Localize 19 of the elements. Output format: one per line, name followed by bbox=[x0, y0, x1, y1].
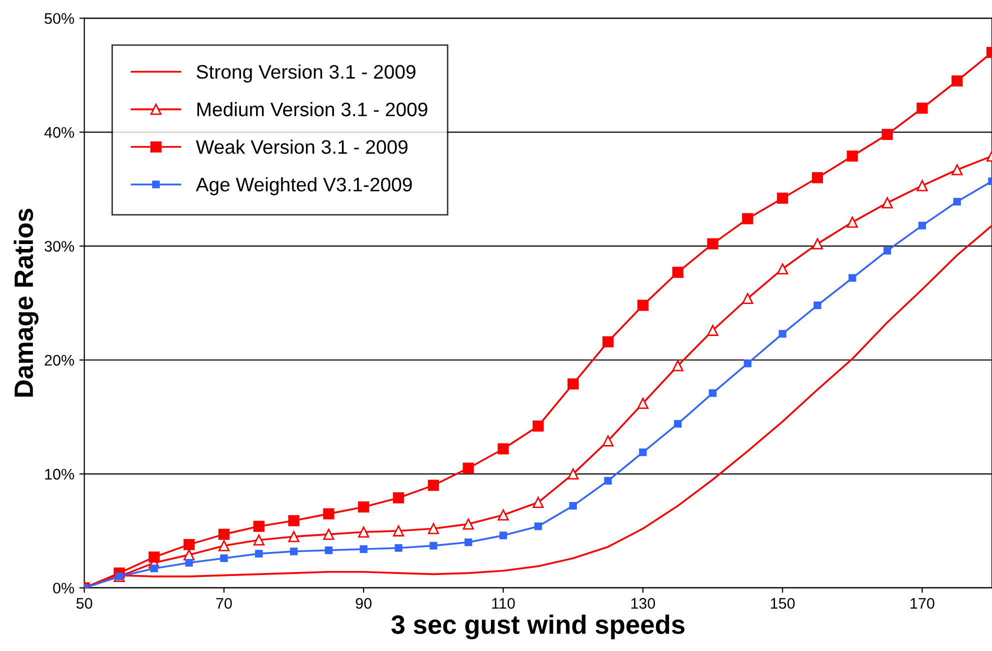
x-axis-title: 3 sec gust wind speeds bbox=[391, 614, 684, 640]
y-tick-label: 40% bbox=[44, 127, 74, 138]
x-tick-label: 110 bbox=[492, 598, 515, 609]
legend-label: Medium Version 3.1 - 2009 bbox=[197, 102, 428, 116]
x-tick-label: 150 bbox=[770, 598, 795, 609]
y-tick-label: 30% bbox=[44, 240, 74, 252]
y-tick-label: 0% bbox=[53, 582, 74, 594]
x-tick-label: 170 bbox=[910, 598, 934, 609]
x-tick-label: 70 bbox=[216, 598, 232, 609]
legend-label: Strong Version 3.1 - 2009 bbox=[196, 64, 416, 83]
x-tick-label: 130 bbox=[631, 598, 656, 609]
x-tick-label: 90 bbox=[356, 598, 372, 609]
y-tick-label: 20% bbox=[44, 354, 74, 366]
x-tick-label: 50 bbox=[76, 598, 92, 609]
y-tick-label: 10% bbox=[45, 468, 74, 480]
legend-label: Weak Version 3.1 - 2009 bbox=[196, 140, 408, 154]
y-axis-title: Damage Ratios bbox=[14, 208, 38, 397]
legend-label: Age Weighted V3.1-2009 bbox=[196, 177, 412, 196]
y-tick-label: 50% bbox=[44, 13, 74, 24]
